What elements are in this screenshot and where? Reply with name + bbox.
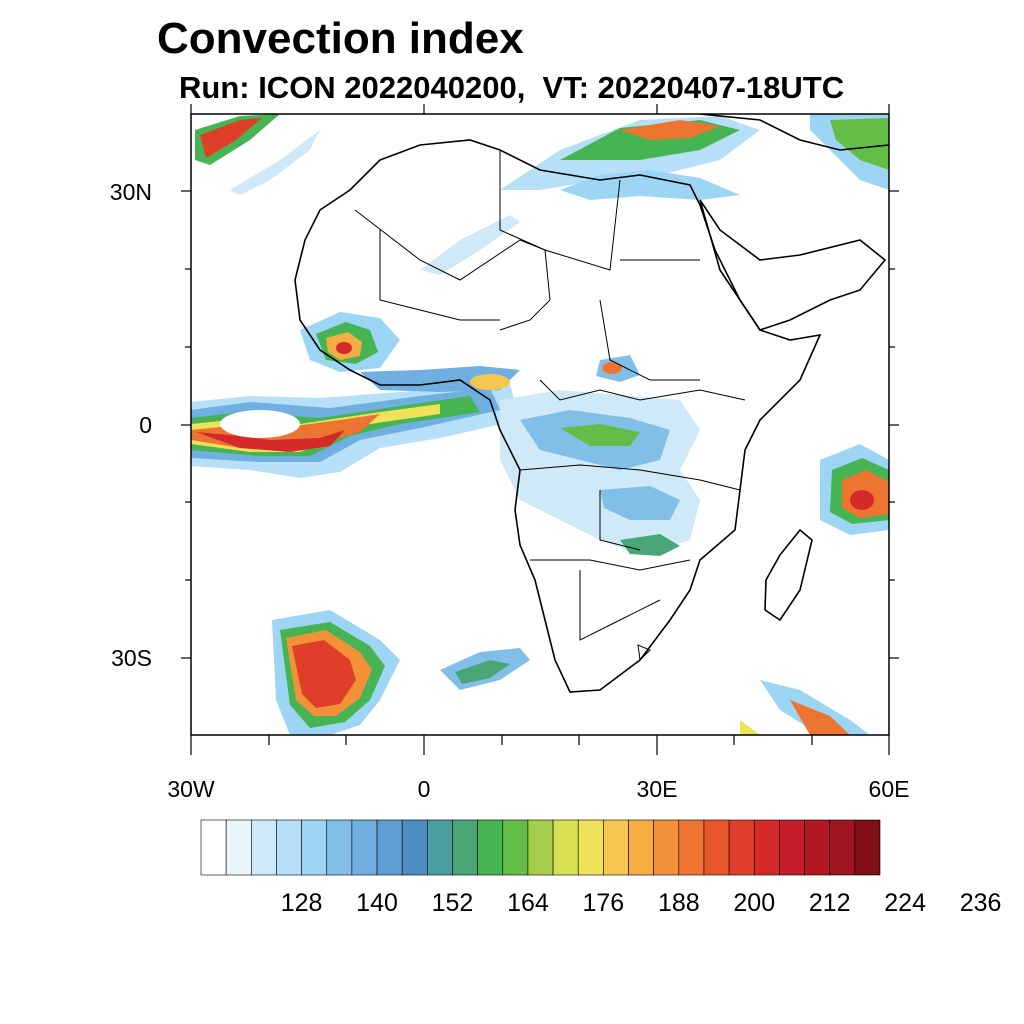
- lon-tick-30w: 30W: [167, 776, 215, 802]
- colorbar-box: [477, 819, 504, 876]
- axis-ticks: [181, 104, 899, 755]
- colorbar-box: [452, 819, 478, 876]
- colorbar-tick-label: 164: [507, 889, 549, 917]
- colorbar-box: [603, 819, 629, 876]
- map-subtitle: Run: ICON 2022040200, VT: 20220407-18UTC: [179, 70, 845, 105]
- colorbar-tick-label: 188: [657, 889, 700, 917]
- colorbar-tick-label: 176: [582, 889, 625, 917]
- field-central-africa: [500, 355, 700, 556]
- field-north-jets: [195, 114, 889, 275]
- colorbar-box: [804, 819, 831, 876]
- colorbar-tick-label: 212: [808, 889, 851, 917]
- colorbar-box: [653, 819, 680, 876]
- colorbar-tick-label: 224: [884, 889, 926, 917]
- country-borders: [354, 150, 746, 662]
- map-title: Convection index: [157, 14, 524, 63]
- field-atlantic-itcz: [191, 384, 520, 478]
- colorbar-box: [376, 819, 403, 876]
- colorbar-tick-label: 200: [733, 889, 776, 917]
- colorbar-box: [225, 819, 252, 876]
- lon-tick-0: 0: [417, 776, 431, 802]
- colorbar-box: [251, 819, 277, 876]
- field-west-africa: [300, 312, 520, 392]
- lon-tick-60e: 60E: [868, 776, 910, 802]
- lat-tick-30s: 30S: [111, 645, 152, 671]
- colorbar-box: [728, 819, 755, 876]
- colorbar: [200, 819, 881, 876]
- colorbar-box: [753, 819, 780, 876]
- colorbar-box: [829, 819, 856, 876]
- colorbar-box: [502, 819, 529, 876]
- convection-field: [191, 114, 889, 735]
- colorbar-tick-label: 128: [280, 889, 323, 917]
- colorbar-box: [527, 819, 554, 876]
- lat-tick-0: 0: [139, 412, 152, 438]
- colorbar-box: [326, 819, 353, 876]
- lon-tick-30e: 30E: [636, 776, 678, 802]
- colorbar-tick-label: 236: [959, 889, 1002, 917]
- colorbar-box: [427, 819, 453, 876]
- colorbar-tick-label: 140: [356, 889, 398, 917]
- colorbar-box: [276, 819, 302, 876]
- colorbar-box: [628, 819, 654, 876]
- colorbar-box: [351, 819, 378, 876]
- lat-tick-30n: 30N: [109, 179, 152, 205]
- colorbar-box: [779, 819, 805, 876]
- colorbar-box: [854, 819, 881, 876]
- colorbar-box: [552, 819, 579, 876]
- field-indian-ocean: [740, 444, 889, 735]
- colorbar-tick-label: 152: [431, 889, 474, 917]
- colorbar-box: [200, 819, 227, 876]
- colorbar-box: [301, 819, 328, 876]
- colorbar-box: [703, 819, 730, 876]
- colorbar-box: [678, 819, 705, 876]
- colorbar-box: [577, 819, 604, 876]
- field-south-atlantic: [272, 610, 530, 735]
- coastlines: [294, 114, 889, 693]
- colorbar-box: [401, 819, 428, 876]
